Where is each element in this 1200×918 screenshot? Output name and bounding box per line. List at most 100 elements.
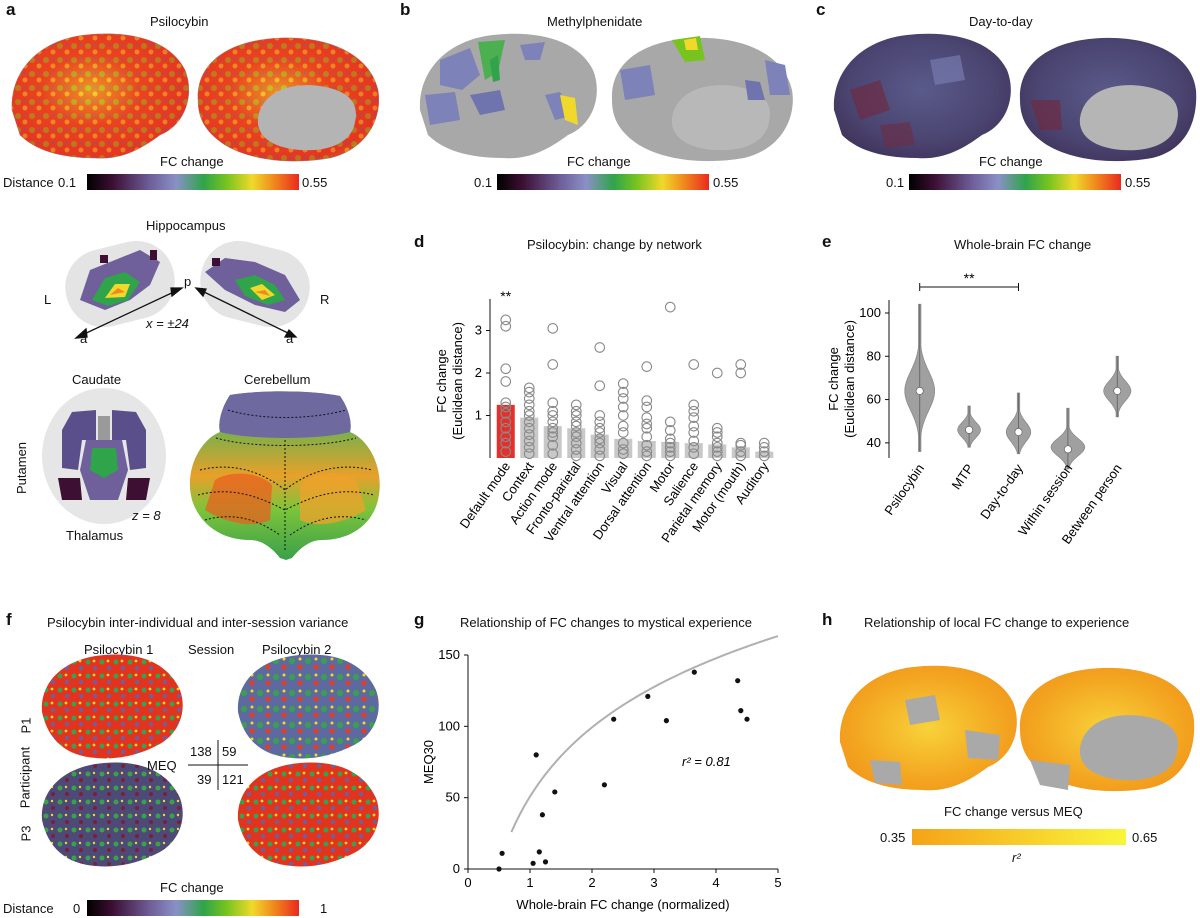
cerebellum-title: Cerebellum	[244, 372, 311, 387]
chart-d-point	[664, 442, 676, 453]
brain-p3-session2	[237, 762, 379, 867]
subcortex-coord: z = 8	[132, 508, 161, 523]
chart-d-point	[547, 431, 559, 443]
chart-d-point	[641, 412, 653, 423]
chart-d-point	[523, 410, 535, 421]
panel-f-cbar-label: FC change	[160, 880, 224, 895]
chart-d-point	[664, 425, 676, 436]
chart-g-point	[542, 859, 549, 865]
meq-p1-s2: 59	[222, 744, 237, 759]
panel-f-cbar-min: 0	[73, 901, 81, 916]
panel-h-colorbar	[912, 829, 1126, 845]
panel-f-col1: Psilocybin 1	[84, 642, 154, 657]
chart-d-point	[547, 416, 559, 428]
chart-d-point	[500, 401, 512, 413]
chart-d-point	[570, 410, 582, 421]
chart-g-x-tick-label: 1	[526, 875, 533, 890]
chart-d-point	[711, 450, 723, 462]
panel-letter-c: c	[816, 0, 826, 19]
hippocampus-arrows	[74, 287, 298, 339]
chart-e-y-tick-label: 60	[867, 392, 881, 407]
chart-d-point	[711, 431, 723, 443]
chart-d-point	[617, 427, 629, 438]
chart-d-point	[688, 412, 700, 423]
chart-d-point	[664, 416, 676, 428]
chart-d-y-tick-label: 3	[475, 323, 482, 338]
chart-e-median	[1014, 428, 1023, 436]
chart-d-point	[523, 382, 535, 394]
chart-g-x-tick-label: 3	[650, 875, 657, 890]
panel-h-cbar-min: 0.35	[880, 830, 906, 845]
chart-d-point	[711, 446, 723, 457]
chart-g-point	[536, 849, 542, 855]
chart-d-point	[641, 422, 653, 434]
chart-g-point	[499, 850, 505, 856]
chart-d-point	[641, 401, 653, 413]
chart-d-point	[570, 450, 582, 462]
chart-e-title: Whole-brain FC change	[954, 237, 1092, 252]
chart-g-point	[645, 693, 651, 699]
chart-d-point	[688, 448, 700, 460]
chart-d-point	[500, 408, 512, 419]
chart-d-y-label-line: FC change	[434, 349, 449, 413]
chart-d-point	[641, 446, 653, 457]
chart-d-point	[758, 442, 770, 453]
chart-d-point	[523, 435, 535, 447]
brain-medial-day-to-day	[1019, 37, 1197, 162]
hippocampus-right	[200, 240, 310, 328]
chart-d-point	[758, 446, 770, 457]
chart-d-point	[711, 367, 723, 379]
chart-g-point	[530, 860, 536, 866]
chart-d-point	[617, 378, 629, 389]
chart-d-point	[547, 427, 559, 438]
panel-f-title: Psilocybin inter-individual and inter-se…	[47, 615, 349, 630]
chart-d-point	[500, 431, 512, 443]
chart-g-x-label: Whole-brain FC change (normalized)	[516, 897, 729, 912]
chart-e-y-tick-label: 100	[859, 305, 881, 320]
chart-d-point	[617, 393, 629, 404]
meq-p3-s1: 39	[197, 772, 212, 787]
chart-d-y-tick-label: 2	[475, 365, 482, 380]
chart-e-median	[915, 387, 924, 395]
chart-d-point	[547, 359, 559, 370]
chart-d-point	[664, 433, 676, 445]
chart-d-point	[617, 401, 629, 413]
panel-a-title: Psilocybin	[150, 14, 209, 29]
chart-e-y-tick-label: 80	[867, 348, 881, 363]
chart-g-x-tick-label: 5	[774, 875, 781, 890]
chart-e-median	[965, 425, 973, 434]
chart-d-point	[523, 442, 535, 453]
chart-d-point	[570, 405, 582, 417]
panel-b-title: Methylphenidate	[547, 14, 643, 29]
chart-d-point	[711, 437, 723, 449]
brain-p3-session1	[41, 762, 183, 867]
chart-d-point	[758, 437, 770, 449]
chart-d-point	[664, 446, 676, 457]
chart-d-point	[735, 446, 747, 457]
chart-g-y-tick-label: 50	[446, 790, 460, 805]
panel-letter-f: f	[6, 610, 12, 629]
meq-p3-s2: 121	[222, 772, 244, 787]
brain-lateral-day-to-day	[833, 33, 1011, 159]
chart-d-point	[594, 450, 606, 462]
chart-e-median	[1113, 387, 1122, 395]
chart-d-point	[547, 448, 559, 460]
chart-g-point	[533, 752, 539, 758]
chart-d-point	[523, 448, 535, 460]
chart-e-y-label-line: FC change	[826, 347, 841, 411]
chart-d-point	[570, 416, 582, 428]
brain-p1-session2	[237, 654, 379, 759]
panel-c-cbar-min: 0.1	[886, 175, 905, 190]
panel-letter-g: g	[414, 610, 425, 629]
hippocampus-posterior-label: p	[184, 274, 192, 289]
chart-d-point	[688, 420, 700, 432]
chart-d-point	[523, 399, 535, 411]
chart-g-x-tick-label: 2	[588, 875, 595, 890]
chart-d-point	[500, 397, 512, 409]
chart-d-point	[688, 435, 700, 447]
chart-d-point	[664, 450, 676, 462]
chart-d-point	[641, 439, 653, 451]
